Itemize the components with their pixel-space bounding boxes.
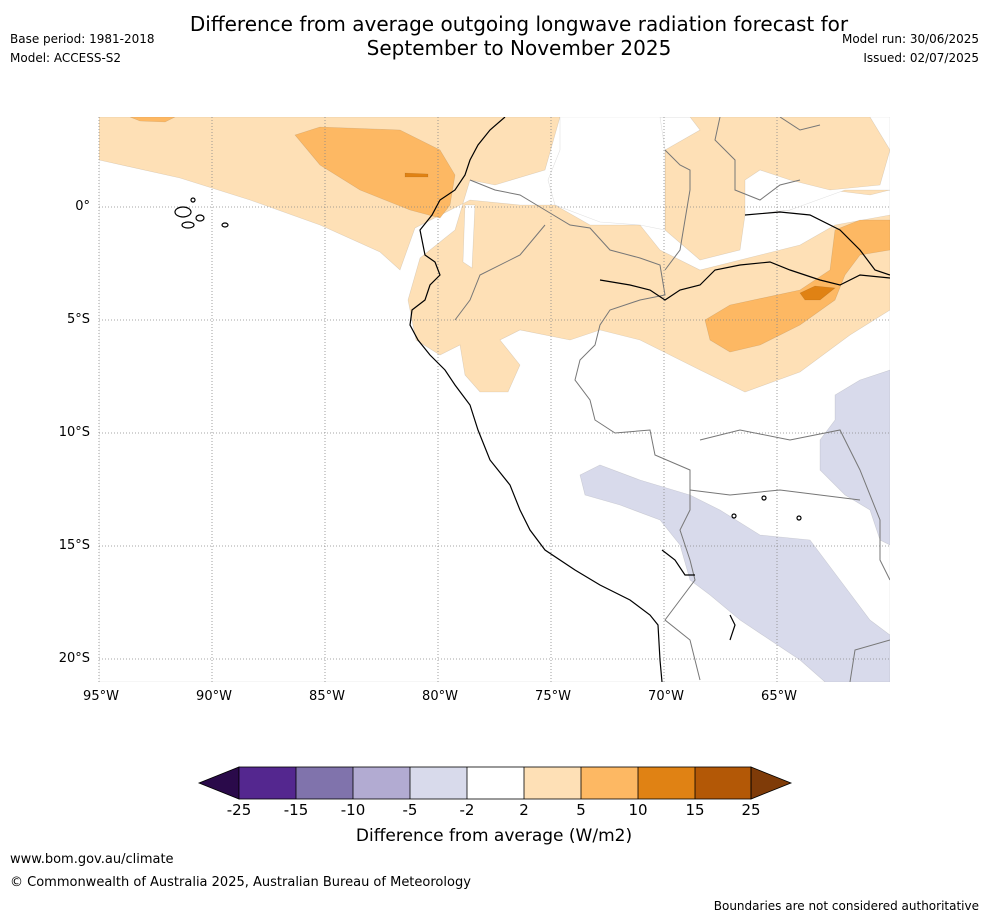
- lon-label-95w: 95°W: [83, 689, 119, 704]
- title-line-1: Difference from average outgoing longwav…: [189, 12, 849, 36]
- anomaly-5-10-region-amazon: [704, 219, 890, 353]
- colorbar-over-arrow: [750, 766, 793, 800]
- colorbar-seg-p10-p15: [638, 767, 695, 799]
- copyright-notice: © Commonwealth of Australia 2025, Austra…: [10, 875, 471, 890]
- lon-label-80w: 80°W: [422, 689, 458, 704]
- lon-label-70w: 70°W: [648, 689, 684, 704]
- model-name: Model: ACCESS-S2: [10, 51, 122, 65]
- anomaly-10-15-patch-amazon: [799, 285, 836, 301]
- coastlines: [174, 117, 890, 682]
- lat-label-20s: 20°S: [58, 651, 90, 666]
- colorbar-under-arrow: [197, 766, 240, 800]
- neutral-hole-coast-strip: [462, 204, 476, 269]
- neutral-hole-north-ocean: [547, 117, 666, 231]
- anomaly-5-10-region-northcorner: [129, 117, 176, 123]
- lon-label-75w: 75°W: [535, 689, 571, 704]
- neutral-hole-east: [744, 117, 890, 216]
- colorbar-seg-p2-p5: [524, 767, 581, 799]
- anomaly-2-5-region-north: [99, 117, 890, 261]
- gridlines: [98, 117, 890, 682]
- colorbar-tick-p25: 25: [741, 801, 761, 819]
- colorbar-tick-p5: 5: [576, 801, 586, 819]
- lat-label-10s: 10°S: [58, 425, 90, 440]
- anomaly-neg-5-2-region-andes: [579, 464, 890, 682]
- colorbar-seg-n2-p2: [467, 767, 524, 799]
- colorbar-seg-p15-p25: [695, 767, 751, 799]
- anomaly-2-5-region-ocean: [99, 117, 890, 393]
- colorbar-tick-p10: 10: [628, 801, 648, 819]
- boundaries-disclaimer: Boundaries are not considered authoritat…: [713, 899, 979, 913]
- anomaly-10-15-patch: [404, 172, 429, 178]
- colorbar-tick-n15: -15: [283, 801, 309, 819]
- colorbar-dividers: [238, 766, 752, 800]
- colorbar: [197, 766, 793, 800]
- colorbar-tick-n2: -2: [459, 801, 475, 819]
- lon-label-90w: 90°W: [196, 689, 232, 704]
- anomaly-5-10-region-west: [294, 126, 456, 219]
- colorbar-tick-n5: -5: [402, 801, 418, 819]
- map-title: Difference from average outgoing longwav…: [0, 12, 988, 60]
- model-run: Model run: 30/06/2025: [841, 32, 979, 46]
- website-link[interactable]: www.bom.gov.au/climate: [10, 852, 174, 867]
- base-period: Base period: 1981-2018: [10, 32, 155, 46]
- lon-label-85w: 85°W: [309, 689, 345, 704]
- lat-label-5s: 5°S: [66, 312, 90, 327]
- lat-label-15s: 15°S: [58, 538, 90, 553]
- colorbar-seg-n5-n2: [410, 767, 467, 799]
- colorbar-tick-n25: -25: [226, 801, 252, 819]
- colorbar-label: Difference from average (W/m2): [355, 826, 633, 846]
- colorbar-seg-p5-p10: [581, 767, 638, 799]
- anomaly-field: [99, 117, 890, 682]
- colorbar-seg-n25-n15: [239, 767, 296, 799]
- issued-date: Issued: 02/07/2025: [863, 51, 979, 65]
- colorbar-seg-n15-n10: [296, 767, 353, 799]
- colorbar-tick-p2: 2: [519, 801, 529, 819]
- lon-label-65w: 65°W: [761, 689, 797, 704]
- lat-label-0: 0°: [75, 199, 90, 214]
- colorbar-tick-p15: 15: [685, 801, 705, 819]
- title-line-2: September to November 2025: [366, 36, 672, 60]
- country-boundaries: [454, 117, 890, 682]
- colorbar-seg-n10-n5: [353, 767, 410, 799]
- colorbar-tick-n10: -10: [340, 801, 366, 819]
